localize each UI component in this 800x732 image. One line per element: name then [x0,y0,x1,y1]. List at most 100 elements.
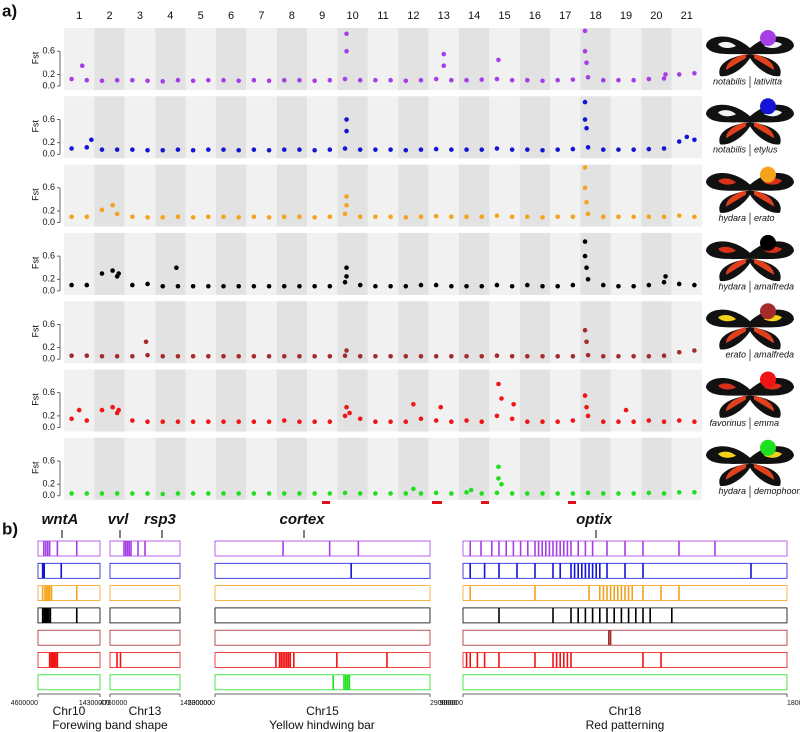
fst-point [130,491,135,496]
fst-point [585,211,591,217]
chromosome-band [550,232,581,295]
wing-patch [726,190,774,207]
fst-point [145,147,150,153]
fst-point [582,185,588,191]
fst-point [584,60,589,66]
chromosome-label: 7 [258,10,264,22]
fst-point [433,213,439,219]
panel-label: a) [2,1,17,20]
chromosome-band [246,369,277,432]
strip [214,674,431,691]
fst-point [525,419,530,425]
fst-point [342,413,348,419]
chromosome-band [550,96,581,159]
fst-point [496,476,501,481]
fst-point [403,283,409,289]
fst-point [281,77,287,83]
fst-point [496,57,501,63]
fst-point [388,283,393,289]
gene-label: vvl [108,511,130,528]
y-tick-label: 0.6 [42,114,55,124]
fst-point [438,404,444,410]
fst-point [631,354,636,359]
series-label: amalfreda [754,281,794,291]
fst-point [160,79,166,84]
fst-point [494,213,500,218]
fst-point [99,354,105,359]
fst-point [236,147,241,153]
chromosome-band [519,369,551,432]
chromosome-band [610,28,642,90]
gene-label: optix [576,511,612,528]
fst-point [584,404,589,410]
chromosome-band [337,164,368,227]
fst-point [297,77,302,83]
fst-point [646,490,652,496]
fst-point [266,147,272,153]
chromosome-label: 17 [559,10,571,22]
fst-point [236,419,241,425]
chromosome-band [641,28,672,90]
fst-point [449,419,454,425]
chromosome-band [610,96,642,159]
fst-point [327,147,333,152]
fst-point [84,145,90,150]
fst-point [585,352,591,358]
fst-point [266,419,272,425]
fst-point [403,215,409,220]
fst-point [190,215,196,220]
chromosome-band [671,28,702,90]
gene-label: rsp3 [144,511,176,528]
fst-point [540,215,545,220]
fst-point [190,354,196,359]
chromosome-band [124,232,156,295]
fst-point [388,419,393,425]
fst-point [663,274,668,279]
chromosome-band [489,369,520,432]
fst-point [312,419,317,425]
wing [750,241,794,282]
series-label: notabilis [713,145,747,155]
y-axis-label: Fst [30,188,40,201]
fst-point [373,214,378,220]
chromosome-band [307,96,338,159]
strip [109,674,181,691]
series-label: etylus [754,145,778,155]
fst-point [692,419,697,425]
series-label: notabilis [713,76,747,86]
fst-point [175,77,181,83]
chromosome-band [519,96,551,159]
chromosome-band [94,232,125,295]
fst-point [251,491,257,496]
series-label: emma [754,418,779,428]
chromosome-band [246,232,277,295]
strip [37,540,101,557]
fst-point [464,490,469,495]
fst-point [464,214,469,220]
strip [109,607,181,624]
chromosome-band [185,164,216,227]
fst-point [692,348,697,353]
fst-point [584,125,589,131]
fst-point [509,416,515,422]
fst-point [509,491,515,496]
fst-point [499,396,504,401]
fst-point [646,282,652,288]
chromosome-band [428,28,459,90]
fst-point [190,283,196,289]
chromosome-band [124,369,156,432]
fst-point [357,77,363,83]
strip [214,562,431,579]
fst-point [344,404,349,410]
fst-point [584,200,589,205]
chromosome-band [124,96,156,159]
x-tick-label: 4760000 [100,700,127,707]
fst-point [175,491,181,496]
chromosome-band [428,164,459,227]
chromosome-band [185,437,216,500]
fst-point [251,354,257,359]
fst-point [76,407,82,413]
chromosome-band [155,369,186,432]
fst-point [312,215,317,220]
fst-point [676,139,682,144]
